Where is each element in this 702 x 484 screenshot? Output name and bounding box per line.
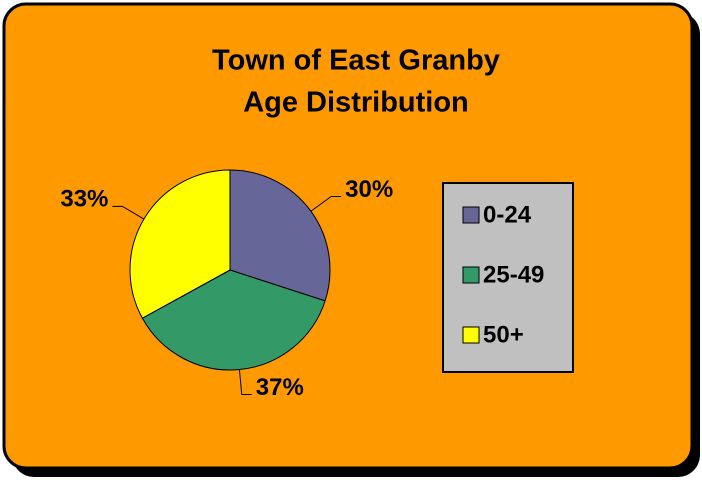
pie-slice bbox=[129, 169, 231, 319]
leader-line bbox=[310, 196, 342, 212]
data-label: 33% bbox=[60, 186, 108, 213]
pie-slice bbox=[229, 169, 331, 302]
legend-swatch bbox=[462, 266, 480, 284]
leader-line bbox=[238, 369, 252, 395]
legend-swatch bbox=[462, 326, 480, 344]
legend-label: 0-24 bbox=[483, 201, 532, 228]
legend-swatch bbox=[462, 206, 480, 224]
data-label: 37% bbox=[256, 374, 304, 401]
legend-label: 50+ bbox=[483, 321, 524, 348]
chart-title: Town of East Granby bbox=[212, 45, 500, 77]
legend-label: 25-49 bbox=[483, 261, 544, 288]
chart-title: Age Distribution bbox=[243, 87, 469, 119]
data-label: 30% bbox=[345, 176, 393, 203]
leader-line bbox=[112, 205, 145, 220]
